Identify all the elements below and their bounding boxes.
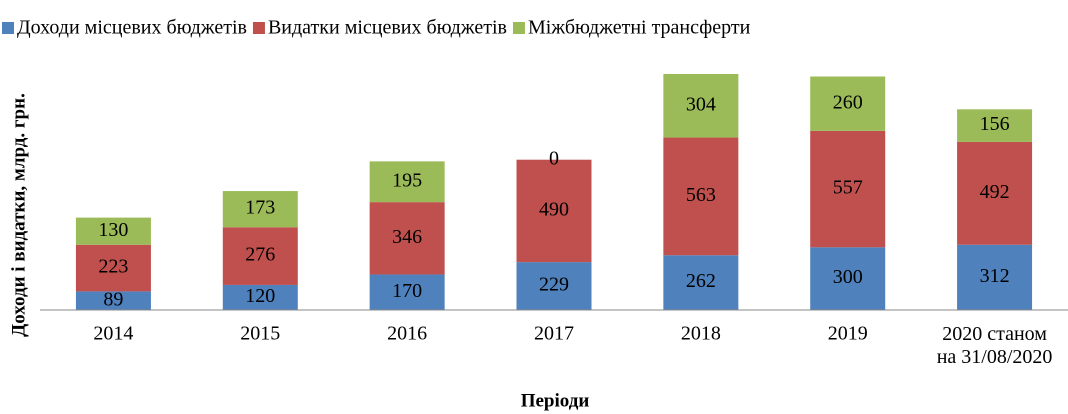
bar-segment bbox=[516, 159, 592, 263]
legend-label: Видатки місцевих бюджетів bbox=[268, 17, 507, 39]
bar-segment bbox=[663, 137, 739, 256]
bar-segment bbox=[957, 109, 1033, 142]
data-label: 223 bbox=[98, 256, 128, 278]
bar-segment bbox=[957, 141, 1033, 245]
data-label: 173 bbox=[245, 197, 275, 219]
bar-segment bbox=[222, 284, 298, 310]
bar-segment bbox=[369, 161, 445, 203]
x-tick-label: 2014 bbox=[93, 323, 133, 345]
data-label: 262 bbox=[686, 270, 716, 292]
bar-segment bbox=[810, 130, 886, 248]
bar-segment bbox=[810, 76, 886, 131]
bar-segment bbox=[222, 191, 298, 228]
bar-segment bbox=[222, 227, 298, 285]
data-label: 89 bbox=[103, 288, 123, 310]
x-tick-label: 2019 bbox=[828, 323, 868, 345]
bar-segment bbox=[516, 262, 592, 310]
legend-label: Міжбюджетні трансферти bbox=[528, 17, 751, 39]
x-tick-label: 2017 bbox=[534, 323, 574, 345]
data-label: 492 bbox=[980, 181, 1010, 203]
y-axis-title: Доходи і видатки, млрд. грн. bbox=[8, 93, 29, 337]
bar-segment bbox=[75, 217, 151, 245]
x-axis-title: Періоди bbox=[521, 390, 590, 411]
data-label: 557 bbox=[833, 177, 863, 199]
data-label: 170 bbox=[392, 280, 422, 302]
bar-segment bbox=[369, 274, 445, 310]
bar-segment bbox=[957, 244, 1033, 310]
data-label: 120 bbox=[245, 285, 275, 307]
data-label: 346 bbox=[392, 226, 422, 248]
legend-swatch bbox=[512, 22, 525, 34]
data-label: 156 bbox=[980, 113, 1010, 135]
bar-segment bbox=[369, 202, 445, 275]
data-label: 563 bbox=[686, 184, 716, 206]
data-label: 276 bbox=[245, 244, 275, 266]
data-label: 130 bbox=[98, 219, 128, 241]
bar-segment bbox=[663, 74, 739, 138]
data-label: 304 bbox=[686, 93, 716, 115]
bar-segment bbox=[75, 291, 151, 310]
data-label: 229 bbox=[539, 274, 569, 296]
data-label: 300 bbox=[833, 266, 863, 288]
bar-segment bbox=[810, 247, 886, 310]
data-label: 312 bbox=[980, 265, 1010, 287]
bar-segment bbox=[663, 255, 739, 310]
bar-segment bbox=[75, 244, 151, 292]
x-tick-label: 2020 станом на 31/08/2020 bbox=[937, 323, 1053, 368]
data-label: 195 bbox=[392, 169, 422, 191]
legend-swatch bbox=[2, 22, 14, 34]
x-tick-label: 2015 bbox=[240, 323, 280, 345]
x-tick-label: 2016 bbox=[387, 323, 427, 345]
legend-swatch bbox=[252, 22, 265, 34]
legend-label: Доходи місцевих бюджетів bbox=[17, 17, 247, 39]
data-label: 0 bbox=[549, 147, 559, 169]
x-tick-label: 2018 bbox=[681, 323, 721, 345]
data-label: 260 bbox=[833, 91, 863, 113]
data-label: 490 bbox=[539, 199, 569, 221]
